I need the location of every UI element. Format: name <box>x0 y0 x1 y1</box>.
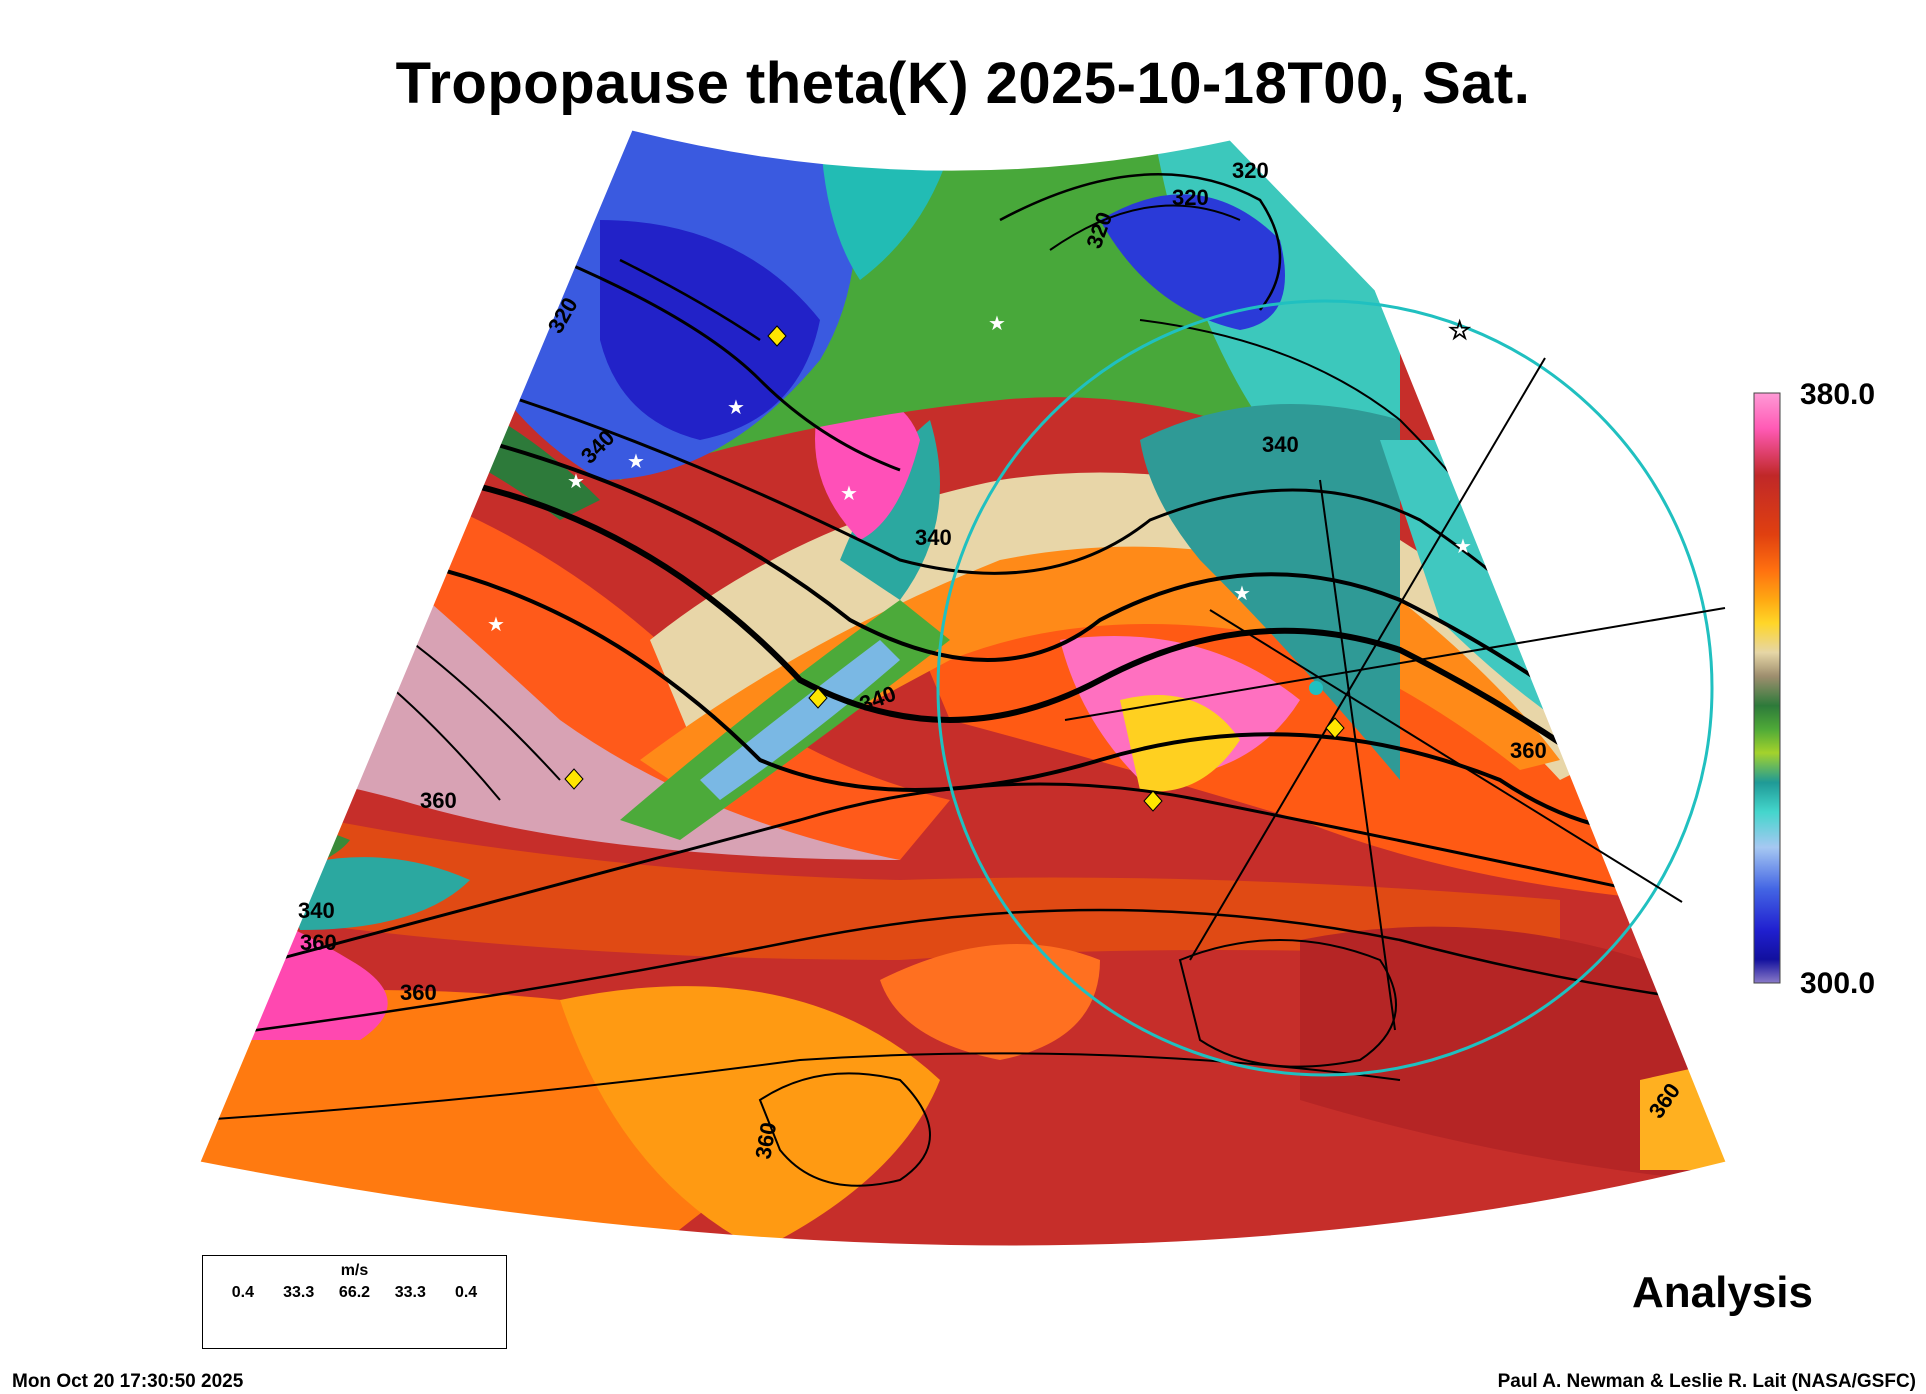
star-icon: ★ <box>988 313 1006 335</box>
contour-label: 340 <box>298 898 335 923</box>
target-ring <box>936 299 1726 1077</box>
diamond-icon <box>1325 717 1345 739</box>
contour-label: 360 <box>1510 738 1547 763</box>
credit-line: Paul A. Newman & Leslie R. Lait (NASA/GS… <box>1497 1371 1916 1392</box>
timestamp: Mon Oct 20 17:30:50 2025 <box>12 1371 244 1392</box>
station-markers: ★ ★ ★ ★ ★ ★ ★ ★ ☆ <box>487 313 1472 636</box>
diamond-icon <box>1143 790 1163 812</box>
star-icon: ★ <box>727 397 745 419</box>
colorbar-max-label: 380.0 <box>1800 378 1876 411</box>
wind-legend-value: 33.3 <box>283 1284 315 1301</box>
star-icon: ★ <box>567 471 585 493</box>
contour-label: 340 <box>915 525 952 550</box>
contour-label: 360 <box>300 930 337 955</box>
star-icon: ★ <box>1454 536 1472 558</box>
contour-label: 360 <box>400 980 437 1005</box>
wind-legend-value: 66.2 <box>338 1284 371 1301</box>
wind-legend-unit: m/s <box>340 1262 369 1279</box>
wind-legend-value: 0.4 <box>454 1284 478 1301</box>
analysis-label: Analysis <box>1632 1268 1813 1317</box>
star-icon: ★ <box>840 483 858 505</box>
chart-title: Tropopause theta(K) 2025-10-18T00, Sat. <box>395 51 1531 116</box>
star-icon: ★ <box>487 614 505 636</box>
colorbar <box>1753 392 1781 984</box>
star-icon: ★ <box>1233 583 1251 605</box>
colorbar-min-label: 300.0 <box>1800 967 1876 1000</box>
star-outline-icon: ☆ <box>1448 315 1471 345</box>
map-boundary <box>199 129 1727 1247</box>
star-icon: ★ <box>627 451 645 473</box>
contour-label: 320 <box>1232 158 1269 183</box>
wind-legend-values: 0.4 33.3 66.2 33.3 0.4 <box>215 1284 494 1302</box>
diamond-icon <box>808 687 828 709</box>
wind-legend-value: 0.4 <box>231 1284 255 1301</box>
contour-label: 320 <box>1172 185 1209 210</box>
wind-legend-value: 33.3 <box>394 1284 426 1301</box>
diamond-icon <box>767 325 787 347</box>
contour-label: 360 <box>420 788 457 813</box>
contour-label: 340 <box>1262 432 1299 457</box>
streamlines <box>200 173 1701 1187</box>
wind-speed-legend: m/s 0.4 33.3 66.2 33.3 0.4 <box>202 1255 507 1349</box>
diamond-markers <box>564 325 1345 812</box>
diamond-icon <box>564 768 584 790</box>
